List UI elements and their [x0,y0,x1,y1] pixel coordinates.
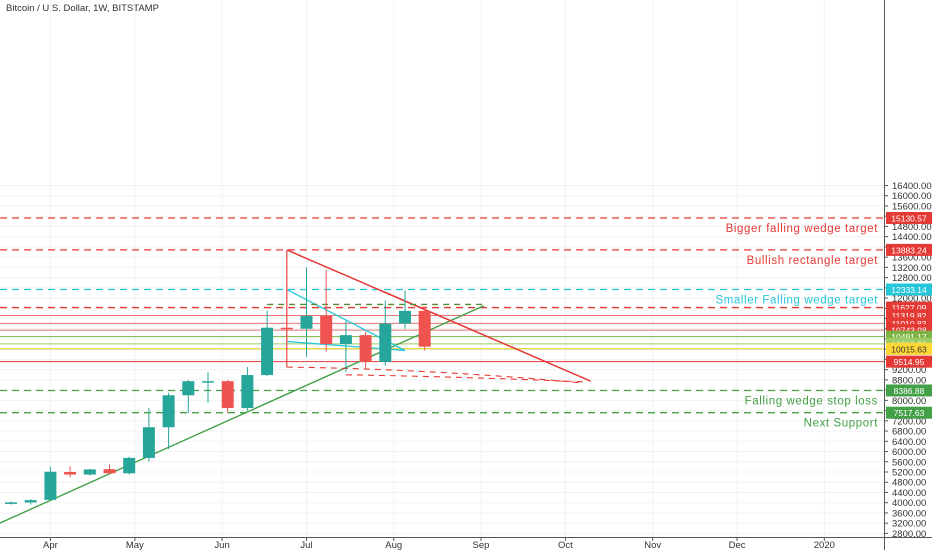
candle-body [418,310,431,347]
price-tag [886,355,932,368]
price-tag-label: 11627.09 [892,303,927,313]
candle-body [379,323,392,362]
x-tick-label: Sep [473,540,490,550]
price-tag [886,342,932,355]
candle-body [5,502,17,504]
candle-body [83,469,96,475]
price-tag [886,211,932,224]
y-tick-label: 12000.00 [892,294,932,305]
trendline-big-wedge-top [286,249,592,382]
trendline-uptrend [0,305,485,524]
y-tick-label: 9200.00 [892,365,926,376]
y-tick-label: 8800.00 [892,375,926,386]
candle-body [64,471,77,475]
candle-body [320,315,333,345]
price-tag-label: 11319.82 [892,311,927,321]
candle-body [280,327,293,330]
x-tick-label: Nov [644,540,661,550]
candle-body [142,427,155,458]
price-tag-label: 8386.88 [894,386,925,396]
price-tag [886,384,932,397]
y-tick-label: 4800.00 [892,478,926,489]
candle-body [399,310,411,324]
x-tick-label: Apr [43,540,58,550]
x-tick-label: May [126,540,144,550]
price-tag [886,406,932,419]
price-tag-label: 13883.24 [891,245,927,255]
y-tick-label: 6800.00 [892,427,926,438]
candle-body [182,381,195,396]
y-tick-label: 13200.00 [892,263,932,274]
x-tick-label: Dec [729,540,746,550]
y-tick-label: 8000.00 [892,396,926,407]
price-tag-label: 10491.17 [891,332,927,342]
candle-body [300,315,313,329]
level-annotation: Falling wedge stop loss [745,395,878,407]
y-tick-label: 5600.00 [892,457,926,468]
candle-body [44,471,57,500]
chart-title: Bitcoin / U.S. Dollar, 1W, BITSTAMP [6,3,159,14]
candle-body [24,500,37,503]
candle-body [261,327,274,376]
y-tick-label: 3600.00 [892,508,926,519]
candle-body [202,381,214,383]
y-tick-label: 4000.00 [892,498,926,509]
x-tick-label: Jul [300,540,312,550]
y-tick-label: 15600.00 [892,201,932,212]
x-tick-label: Oct [558,540,573,550]
y-tick-label: 6400.00 [892,437,926,448]
y-tick-label: 2800.00 [892,529,926,540]
x-tick-label: Aug [385,540,402,550]
candle-body [241,375,254,409]
x-tick-label: Jun [214,540,229,550]
y-tick-label: 16400.00 [892,181,932,192]
candle-body [221,381,234,409]
y-tick-label: 13600.00 [892,253,932,264]
price-tag [886,283,932,296]
price-tag [886,243,932,256]
candle-body [359,335,372,362]
price-tag-label: 11010.83 [892,319,927,329]
price-tag-label: 7517.63 [894,408,925,418]
trendline-big-wedge-bottom-2 [345,374,586,383]
level-annotation: Bigger falling wedge target [726,223,879,235]
candle-body [162,395,175,428]
price-tag-label: 15130.57 [891,213,927,223]
x-tick-label: 2020 [814,540,835,550]
price-tag-label: 12333.14 [891,285,927,295]
level-annotation: Smaller Falling wedge target [715,295,878,307]
y-tick-label: 14800.00 [892,222,932,233]
y-tick-label: 6000.00 [892,447,926,458]
y-tick-label: 3200.00 [892,519,926,530]
y-tick-label: 14400.00 [892,232,932,243]
candle-body [103,469,116,474]
trendline-big-wedge-bottom [286,366,583,384]
y-tick-label: 4400.00 [892,488,926,499]
y-tick-label: 16000.00 [892,191,932,202]
level-annotation: Next Support [804,418,879,430]
price-tag-label: 9514.95 [894,357,925,367]
level-annotation: Bullish rectangle target [747,255,879,267]
y-tick-label: 12800.00 [892,273,932,284]
candle-body [123,457,136,474]
y-tick-label: 7200.00 [892,416,926,427]
candle-body [339,335,352,345]
y-tick-label: 5200.00 [892,467,926,478]
price-tag-label: 10015.63 [891,344,927,354]
